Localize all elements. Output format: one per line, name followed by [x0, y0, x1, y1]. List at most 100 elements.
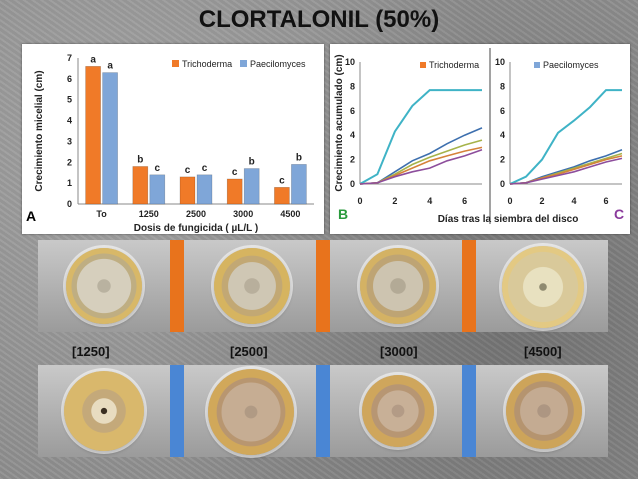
separator-orange [462, 240, 476, 332]
panel-label-c: C [614, 206, 625, 222]
line-chart-panel: 0 2 4 6 8 10 0 2 4 6 Trichoderma Crecimiento acumul… [330, 44, 630, 234]
bar-paecilomyces [243, 168, 260, 205]
significance-letter: b [137, 154, 143, 165]
y-tick-label: 6 [500, 106, 505, 116]
x-tick-label: 0 [357, 196, 362, 206]
separator-blue [316, 365, 330, 457]
bar-trichoderma [274, 187, 290, 205]
x-tick-label: 6 [603, 196, 608, 206]
dish-photo [329, 240, 463, 332]
y-tick-label: 4 [67, 116, 72, 126]
y-tick-label: 10 [345, 57, 355, 67]
bar-trichoderma [179, 176, 196, 205]
dish-photo [38, 240, 171, 332]
y-tick-label: 7 [67, 53, 72, 63]
series-line [359, 149, 483, 185]
dish-photo [183, 240, 317, 332]
significance-letter: a [107, 61, 113, 72]
y-tick-label: 2 [500, 155, 505, 165]
x-tick-label: 3000 [233, 209, 253, 219]
bar-paecilomyces [196, 174, 213, 205]
significance-letter: b [249, 157, 255, 168]
series-line [509, 89, 622, 185]
series-line [359, 89, 482, 185]
dish-row-paecilomyces [38, 365, 608, 457]
line-chart-trichoderma: 0 2 4 6 8 10 0 2 4 6 Trichoderma Crecimiento acumul… [334, 48, 623, 225]
x-tick-label: 6 [462, 196, 467, 206]
series-line [509, 157, 623, 185]
legend-swatch [172, 60, 179, 67]
panel-label-a: A [26, 208, 37, 224]
petri-dish [361, 375, 434, 447]
y-tick-label: 5 [67, 95, 72, 105]
significance-letter: a [90, 54, 96, 65]
legend-swatch [240, 60, 247, 67]
x-tick-label: 4 [427, 196, 432, 206]
x-tick-label: 0 [507, 196, 512, 206]
separator-blue [462, 365, 476, 457]
legend-label: Paecilomyces [250, 59, 306, 69]
y-axis-title: Crecimiento micelial (cm) [34, 70, 45, 191]
series-line [359, 146, 483, 185]
y-tick-label: 1 [67, 178, 72, 188]
y-tick-label: 0 [500, 179, 505, 189]
concentration-label: [2500] [230, 344, 268, 359]
petri-dish [501, 246, 584, 328]
y-axis-title: Crecimiento acumulado (cm) [334, 54, 345, 191]
series-line [509, 149, 623, 185]
petri-dish [207, 369, 294, 455]
y-tick-label: 3 [67, 136, 72, 146]
concentration-label: [1250] [72, 344, 110, 359]
dish-row-trichoderma [38, 240, 608, 332]
significance-letter: c [232, 167, 238, 178]
bar-paecilomyces [291, 164, 307, 205]
petri-dish [505, 373, 582, 449]
x-tick-label: 1250 [139, 209, 159, 219]
dish-photo [38, 365, 171, 457]
y-tick-label: 0 [67, 199, 72, 209]
legend-label: Trichoderma [429, 60, 479, 70]
series-line [359, 139, 483, 185]
dish-photo [329, 365, 463, 457]
petri-dish [213, 248, 290, 324]
significance-letter: c [202, 163, 208, 174]
x-tick-label: 2500 [186, 209, 206, 219]
legend-label: Paecilomyces [543, 60, 599, 70]
y-tick-label: 2 [67, 157, 72, 167]
x-tick-label: 4 [571, 196, 576, 206]
x-tick-label: 2 [539, 196, 544, 206]
x-axis-title: Dosis de fungicida ( µL/L ) [134, 223, 258, 234]
y-tick-label: 6 [350, 106, 355, 116]
panel-label-b: B [338, 206, 349, 222]
dish-photo [475, 365, 608, 457]
y-tick-label: 2 [350, 155, 355, 165]
petri-dish [66, 248, 142, 324]
y-tick-label: 6 [67, 74, 72, 84]
x-axis-title: Días tras la siembra del disco [438, 214, 579, 225]
separator-orange [170, 240, 184, 332]
separator-orange [316, 240, 330, 332]
y-tick-label: 8 [500, 81, 505, 91]
bar-trichoderma [226, 178, 243, 205]
x-tick-label: 4500 [280, 209, 300, 219]
page-title: CLORTALONIL (50%) [198, 6, 440, 33]
x-tick-label: 2 [392, 196, 397, 206]
bar-trichoderma [132, 166, 149, 205]
x-tick-label: To [96, 209, 107, 219]
y-tick-label: 4 [350, 130, 355, 140]
petri-dish [64, 371, 144, 451]
concentration-label: [3000] [380, 344, 418, 359]
significance-letter: c [279, 175, 285, 186]
bar-paecilomyces [149, 174, 166, 205]
bar-chart-panel: 0 1 2 3 4 5 6 7 To a a 1250 b c 2500 c c 3000 c b 4500 c b Dosi… [22, 44, 324, 234]
y-tick-label: 4 [500, 130, 505, 140]
bar-trichoderma [85, 66, 101, 205]
y-tick-label: 0 [350, 179, 355, 189]
dish-photo [475, 240, 608, 332]
y-tick-label: 10 [495, 57, 505, 67]
legend-swatch [534, 62, 540, 68]
legend-label: Trichoderma [182, 59, 232, 69]
dish-photo [183, 365, 317, 457]
y-tick-label: 8 [350, 81, 355, 91]
